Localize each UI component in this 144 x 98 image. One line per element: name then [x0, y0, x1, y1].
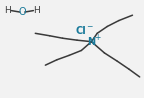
Text: −: −: [86, 22, 92, 31]
Text: H: H: [5, 6, 11, 15]
Text: +: +: [94, 33, 100, 42]
Text: H: H: [33, 6, 40, 15]
Text: O: O: [19, 7, 26, 17]
Text: N: N: [87, 37, 95, 47]
Text: Cl: Cl: [76, 26, 87, 36]
